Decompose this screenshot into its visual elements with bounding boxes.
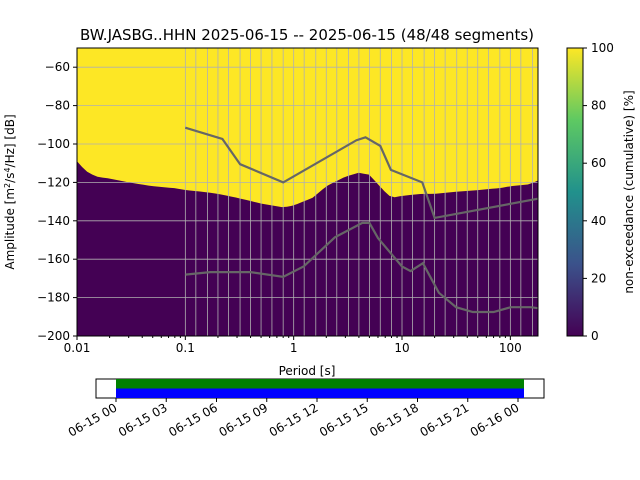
y-tick-label: −200 [37, 329, 70, 343]
y-axis-label-part: /s [3, 173, 17, 183]
timeline-tick-label: 06-15 00 [66, 400, 120, 439]
timeline-tick-label: 06-16 00 [468, 400, 522, 439]
x-tick-label: 0.1 [176, 341, 195, 355]
chart-title: BW.JASBG..HHN 2025-06-15 -- 2025-06-15 (… [80, 26, 534, 44]
y-tick-label: −80 [45, 99, 70, 113]
colorbar-tick-label: 100 [591, 41, 614, 55]
y-tick-label: −160 [37, 252, 70, 266]
timeline-tick-label: 06-15 09 [217, 400, 271, 439]
timeline-bars [116, 379, 524, 398]
colorbar-tick-label: 60 [591, 156, 606, 170]
y-tick-label: −120 [37, 175, 70, 189]
timeline-bar [116, 388, 524, 398]
timeline-tick-label: 06-15 18 [367, 400, 421, 439]
timeline-tick-label: 06-15 12 [267, 400, 321, 439]
colorbar-tick-label: 40 [591, 214, 606, 228]
nlnm-curve [185, 221, 539, 314]
x-axis-label: Period [s] [279, 364, 336, 378]
y-axis-label-sup: 4 [3, 167, 12, 172]
colorbar-label: non-exceedance (cumulative) [%] [622, 90, 636, 293]
y-axis-label: Amplitude [m2/s4/Hz] [dB] [3, 114, 18, 269]
timeline-tick-label: 06-15 15 [317, 400, 371, 439]
distribution-band [77, 161, 538, 336]
y-tick-label: −180 [37, 291, 70, 305]
plot-frame [76, 47, 539, 337]
colorbar-ticks: 0 20 40 60 80 100 [583, 41, 614, 343]
y-axis-label-sup: 2 [3, 183, 12, 188]
x-tick-label: 10 [394, 341, 409, 355]
colorbar-tick-label: 0 [591, 329, 599, 343]
noise-model-curves [184, 126, 539, 314]
timeline-tick-label: 06-15 21 [418, 400, 472, 439]
y-axis: −60 −80 −100 −120 −140 −160 −180 −200 [37, 60, 77, 343]
heatmap-area [77, 48, 538, 336]
y-axis-label-part: Amplitude [m [3, 188, 17, 270]
timeline-bar [116, 379, 524, 389]
x-tick-label: 1 [290, 341, 298, 355]
y-tick-label: −60 [45, 60, 70, 74]
y-axis-label-part: /Hz] [dB] [3, 114, 17, 167]
x-tick-label: 0.01 [64, 341, 91, 355]
timeline-tick-label: 06-15 03 [116, 400, 170, 439]
timeline-tick-label: 06-15 06 [166, 400, 220, 439]
colorbar-tick-label: 20 [591, 271, 606, 285]
y-tick-label: −100 [37, 137, 70, 151]
nhnm-curve [184, 126, 539, 220]
y-tick-label: −140 [37, 214, 70, 228]
x-axis: 0.01 0.1 1 10 100 [64, 336, 522, 355]
x-tick-label: 100 [499, 341, 522, 355]
colorbar-tick-label: 80 [591, 99, 606, 113]
colorbar [566, 47, 584, 337]
